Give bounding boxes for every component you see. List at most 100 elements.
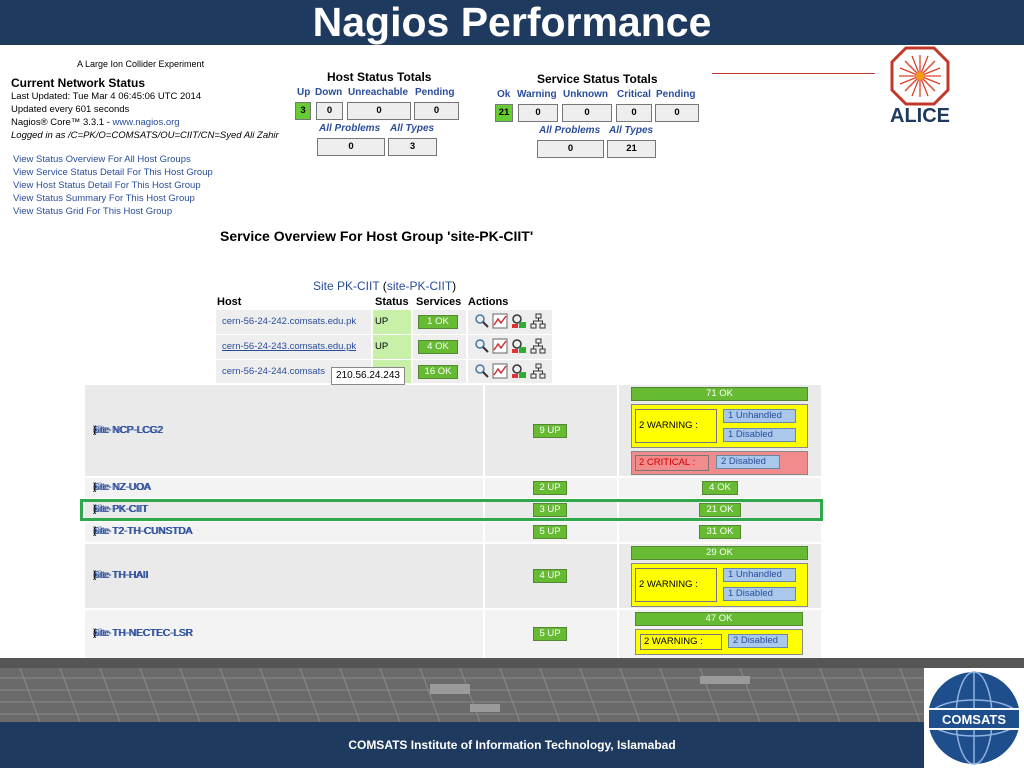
site-id-label[interactable]: site-NZ-UOA (93, 482, 151, 493)
trends-icon[interactable] (492, 313, 508, 329)
col-head-host: Host (217, 296, 242, 308)
host-link[interactable]: cern-56-24-243.comsats.edu.pk (222, 341, 357, 352)
circuit-board-graphic (0, 667, 924, 723)
site-table-caption-id[interactable]: site-PK-CIIT (386, 279, 453, 293)
services-ok-button[interactable]: 1 OK (418, 315, 458, 329)
service-all-types-link[interactable]: All Types (609, 125, 654, 136)
critical-label[interactable]: 2 CRITICAL : (635, 455, 709, 471)
host-head-up[interactable]: Up (297, 87, 311, 98)
host-up-button[interactable]: 4 UP (533, 569, 567, 583)
alice-logo-text: ALICE (890, 105, 950, 126)
site-id-label[interactable]: site-PK-CIIT (93, 504, 148, 515)
services-ok-button[interactable]: 16 OK (418, 365, 458, 379)
site-name-label[interactable]: Site TH-HAII (93, 570, 149, 581)
nav-link-grid[interactable]: View Status Grid For This Host Group (13, 206, 173, 217)
service-head-warning[interactable]: Warning (517, 89, 557, 100)
host-up-button[interactable]: 3 UP (533, 503, 567, 517)
services-ok-button[interactable]: 4 OK (418, 340, 458, 354)
host-up-count[interactable]: 3 (295, 102, 311, 120)
warning-label[interactable]: 2 WARNING : (635, 568, 717, 602)
service-ok-count[interactable]: 21 (495, 104, 513, 122)
search-icon[interactable] (474, 313, 490, 329)
host-row: cern-56-24-242.comsats.edu.pk UP 1 OK (216, 310, 552, 334)
service-ok-bar[interactable]: 4 OK (702, 481, 738, 495)
network-map-icon[interactable] (530, 363, 546, 379)
host-all-types-link[interactable]: All Types (390, 123, 435, 134)
footer-bar (0, 722, 924, 768)
warning-label[interactable]: 2 WARNING : (640, 634, 722, 650)
site-name-label[interactable]: Site T2-TH-CUNSTDA (93, 526, 193, 537)
service-all-types-count[interactable]: 21 (607, 140, 656, 158)
host-up-button[interactable]: 5 UP (533, 525, 567, 539)
service-head-ok[interactable]: Ok (497, 89, 511, 100)
site-id-label[interactable]: site-TH-HAII (93, 570, 148, 581)
site-table-caption-name[interactable]: Site PK-CIIT (313, 279, 380, 293)
service-ok-bar[interactable]: 29 OK (631, 546, 808, 560)
site-id-label[interactable]: site-NCP-LCG2 (93, 425, 163, 436)
nav-link-host-detail[interactable]: View Host Status Detail For This Host Gr… (13, 180, 201, 191)
service-ok-bar[interactable]: 21 OK (699, 503, 741, 517)
host-unreachable-count[interactable]: 0 (347, 102, 411, 120)
site-name-label[interactable]: Site NZ-UOA (93, 482, 152, 493)
host-up-button[interactable]: 5 UP (533, 627, 567, 641)
experiment-subtitle: A Large Ion Collider Experiment (77, 59, 205, 69)
search-icon[interactable] (474, 338, 490, 354)
host-head-pending[interactable]: Pending (415, 87, 455, 98)
host-detail-icon[interactable] (511, 313, 527, 329)
site-table-caption[interactable]: Site PK-CIIT (site-PK-CIIT) (313, 279, 457, 293)
service-overview-title: Service Overview For Host Group 'site-PK… (220, 228, 534, 244)
warning-disabled-button[interactable]: 2 Disabled (728, 634, 788, 648)
site-id-label[interactable]: site-TH-NECTEC-LSR (93, 628, 193, 639)
service-ok-bar[interactable]: 47 OK (635, 612, 803, 626)
host-up-cell: 3 UP (485, 500, 617, 520)
nagios-link[interactable]: www.nagios.org (112, 117, 180, 128)
host-up-button[interactable]: 2 UP (533, 481, 567, 495)
trends-icon[interactable] (492, 338, 508, 354)
host-all-types-count[interactable]: 3 (388, 138, 437, 156)
service-warning-count[interactable]: 0 (518, 104, 558, 122)
host-down-count[interactable]: 0 (316, 102, 343, 120)
host-link[interactable]: cern-56-24-242.comsats.edu.pk (222, 316, 357, 327)
warning-label[interactable]: 2 WARNING : (635, 409, 717, 443)
warning-unhandled-button[interactable]: 1 Unhandled (723, 568, 796, 582)
service-pending-count[interactable]: 0 (655, 104, 699, 122)
warning-disabled-button[interactable]: 1 Disabled (723, 428, 796, 442)
site-name-label[interactable]: Site PK-CIIT (93, 504, 149, 515)
critical-disabled-button[interactable]: 2 Disabled (716, 455, 780, 469)
service-all-problems-link[interactable]: All Problems (539, 125, 601, 136)
service-unknown-count[interactable]: 0 (562, 104, 612, 122)
service-ok-bar[interactable]: 31 OK (699, 525, 741, 539)
network-map-icon[interactable] (530, 338, 546, 354)
trends-icon[interactable] (492, 363, 508, 379)
site-id-label[interactable]: site-T2-TH-CUNSTDA (93, 526, 192, 537)
search-icon[interactable] (474, 363, 490, 379)
host-pending-count[interactable]: 0 (414, 102, 459, 120)
critical-box: 2 CRITICAL : 2 Disabled (631, 451, 808, 475)
host-detail-icon[interactable] (511, 363, 527, 379)
service-head-pending[interactable]: Pending (656, 89, 696, 100)
service-all-problems-count[interactable]: 0 (537, 140, 604, 158)
site-name-label[interactable]: Site NCP-LCG2 (93, 425, 164, 436)
host-head-down[interactable]: Down (315, 87, 343, 98)
site-name-label[interactable]: Site TH-NECTEC-LSR (93, 628, 194, 639)
col-head-status: Status (375, 296, 409, 308)
nav-link-service-detail[interactable]: View Service Status Detail For This Host… (13, 167, 213, 178)
host-up-button[interactable]: 9 UP (533, 424, 567, 438)
host-detail-icon[interactable] (511, 338, 527, 354)
service-ok-bar[interactable]: 71 OK (631, 387, 808, 401)
nav-link-overview[interactable]: View Status Overview For All Host Groups (13, 154, 191, 165)
service-head-critical[interactable]: Critical (617, 89, 651, 100)
host-link[interactable]: cern-56-24-244.comsats (222, 366, 325, 377)
table-row: Site NCP-LCG2 (site-NCP-LCG2) 9 UP 71 OK… (85, 385, 821, 476)
network-map-icon[interactable] (530, 313, 546, 329)
host-head-unreachable[interactable]: Unreachable (348, 87, 409, 98)
service-critical-count[interactable]: 0 (616, 104, 652, 122)
warning-unhandled-button[interactable]: 1 Unhandled (723, 409, 796, 423)
page-heading: Current Network Status (11, 76, 146, 90)
service-head-unknown[interactable]: Unknown (563, 89, 608, 100)
warning-disabled-button[interactable]: 1 Disabled (723, 587, 796, 601)
nav-link-summary[interactable]: View Status Summary For This Host Group (13, 193, 195, 204)
host-all-problems-link[interactable]: All Problems (319, 123, 381, 134)
highlight-box-pk-ciit (80, 499, 823, 521)
host-all-problems-count[interactable]: 0 (317, 138, 385, 156)
